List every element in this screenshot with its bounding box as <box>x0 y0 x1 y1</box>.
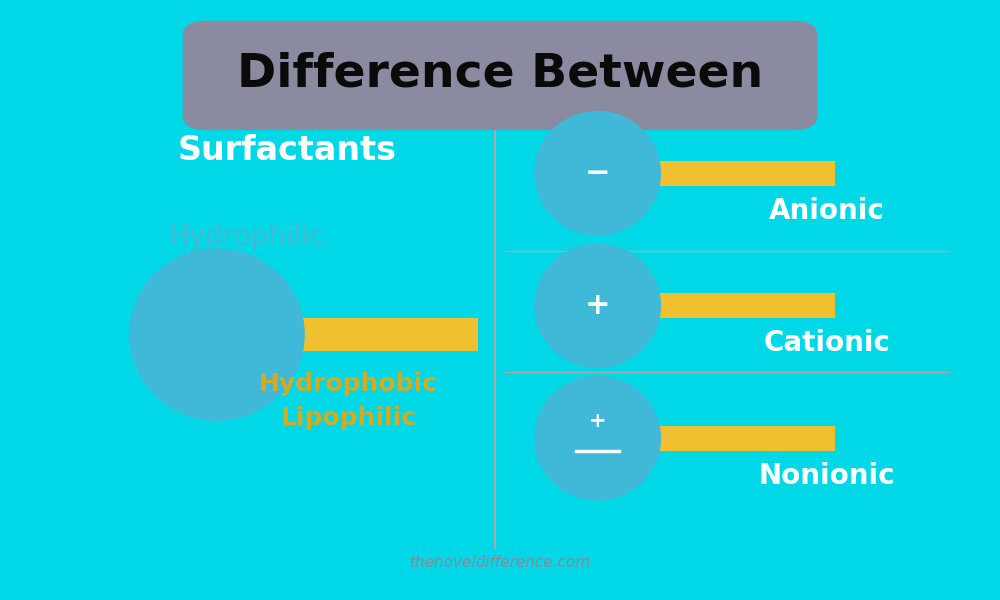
Bar <box>655 425 835 451</box>
Text: Difference Between: Difference Between <box>237 51 763 96</box>
Text: Nonionic: Nonionic <box>759 461 895 490</box>
Bar <box>298 319 478 350</box>
Text: −: − <box>585 159 610 188</box>
Ellipse shape <box>534 376 661 500</box>
Text: Lipophilic: Lipophilic <box>281 406 417 430</box>
Text: Surfactants: Surfactants <box>178 134 397 167</box>
Bar <box>655 293 835 319</box>
Text: Hydrophilic: Hydrophilic <box>168 223 324 251</box>
Text: thenoveldifference.com: thenoveldifference.com <box>409 554 591 569</box>
Text: +: + <box>589 411 606 431</box>
Text: Hydrophobic: Hydrophobic <box>259 371 438 395</box>
Text: Anionic: Anionic <box>769 197 885 225</box>
Ellipse shape <box>129 248 305 421</box>
Text: Cationic: Cationic <box>763 329 890 357</box>
Bar <box>655 161 835 186</box>
FancyBboxPatch shape <box>183 20 817 130</box>
Text: +: + <box>585 291 610 320</box>
Ellipse shape <box>534 244 661 368</box>
Ellipse shape <box>534 111 661 236</box>
